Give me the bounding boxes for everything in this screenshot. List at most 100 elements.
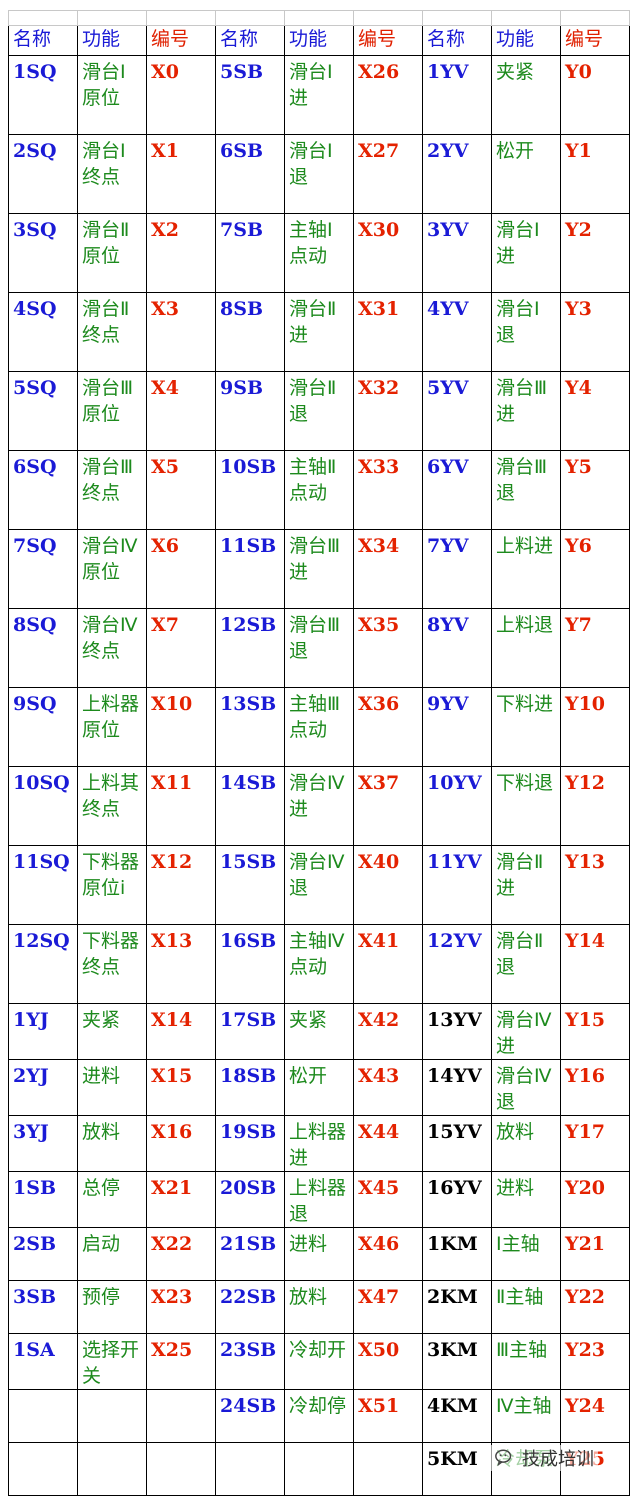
function-cell: 放料 <box>77 1115 147 1172</box>
device-name-cell <box>8 1442 78 1496</box>
function-cell: 启动 <box>77 1227 147 1281</box>
device-name-cell: 9SB <box>215 371 285 451</box>
address-cell: X13 <box>146 924 216 1004</box>
function-cell: 夹紧 <box>491 55 561 135</box>
table-row: 6SQ 滑台Ⅲ终点 X5 10SB 主轴Ⅱ点动 X33 6YV 滑台Ⅲ退 Y5 <box>8 450 630 530</box>
function-header: 功能 <box>77 25 147 56</box>
address-cell: X43 <box>353 1059 423 1116</box>
table-row: 1SA 选择开关 X25 23SB 冷却开 X50 3KM Ⅲ主轴 Y23 <box>8 1333 630 1390</box>
address-cell: X37 <box>353 766 423 846</box>
address-cell: X50 <box>353 1333 423 1390</box>
address-cell: X16 <box>146 1115 216 1172</box>
address-cell: X25 <box>146 1333 216 1390</box>
device-name-cell: 1YJ <box>8 1003 78 1060</box>
device-name-cell: 6SB <box>215 134 285 214</box>
device-name-cell: 3YJ <box>8 1115 78 1172</box>
device-name-cell: 1YV <box>422 55 492 135</box>
device-name-cell: 11SQ <box>8 845 78 925</box>
address-cell: X23 <box>146 1280 216 1334</box>
strip-cell <box>146 10 216 26</box>
device-name-cell: 3SB <box>8 1280 78 1334</box>
function-header: 功能 <box>284 25 354 56</box>
function-cell: 滑台Ⅱ退 <box>284 371 354 451</box>
table-row: 2SQ 滑台Ⅰ终点 X1 6SB 滑台Ⅰ退 X27 2YV 松开 Y1 <box>8 134 630 214</box>
table-row: 24SB 冷却停 X51 4KM Ⅳ主轴 Y24 <box>8 1389 630 1443</box>
function-cell: Ⅳ主轴 <box>491 1389 561 1443</box>
device-name-cell: 22SB <box>215 1280 285 1334</box>
device-name-cell: 16YV <box>422 1171 492 1228</box>
device-name-cell: 6SQ <box>8 450 78 530</box>
strip-cell <box>284 10 354 26</box>
function-cell: 上料其终点 <box>77 766 147 846</box>
address-cell: X11 <box>146 766 216 846</box>
address-cell: X32 <box>353 371 423 451</box>
device-name-cell: 5SQ <box>8 371 78 451</box>
table-row: 4SQ 滑台Ⅱ终点 X3 8SB 滑台Ⅱ进 X31 4YV 滑台Ⅰ退 Y3 <box>8 292 630 372</box>
device-name-cell: 19SB <box>215 1115 285 1172</box>
table-row: 10SQ 上料其终点 X11 14SB 滑台Ⅳ进 X37 10YV 下料退 Y12 <box>8 766 630 846</box>
function-cell: 滑台Ⅰ终点 <box>77 134 147 214</box>
address-cell: Y15 <box>560 1003 630 1060</box>
function-cell: 冷却停 <box>284 1389 354 1443</box>
function-cell: 上料器进 <box>284 1115 354 1172</box>
function-cell: Ⅱ主轴 <box>491 1280 561 1334</box>
device-name-cell: 4YV <box>422 292 492 372</box>
address-cell: Y5 <box>560 450 630 530</box>
device-name-cell: 2YJ <box>8 1059 78 1116</box>
device-name-cell: 10SB <box>215 450 285 530</box>
function-cell <box>77 1442 147 1496</box>
device-name-cell: 4KM <box>422 1389 492 1443</box>
address-cell: X15 <box>146 1059 216 1116</box>
device-name-cell: 1SQ <box>8 55 78 135</box>
address-cell: X30 <box>353 213 423 293</box>
function-cell: 滑台Ⅲ进 <box>491 371 561 451</box>
address-cell: Y7 <box>560 608 630 688</box>
function-cell: 滑台Ⅲ进 <box>284 529 354 609</box>
watermark: 技成培训 <box>490 1445 598 1471</box>
address-cell: X40 <box>353 845 423 925</box>
address-cell: X33 <box>353 450 423 530</box>
address-cell: X44 <box>353 1115 423 1172</box>
device-name-cell: 8SB <box>215 292 285 372</box>
code-header: 编号 <box>353 25 423 56</box>
table-row: 5SQ 滑台Ⅲ原位 X4 9SB 滑台Ⅱ退 X32 5YV 滑台Ⅲ进 Y4 <box>8 371 630 451</box>
function-header: 功能 <box>491 25 561 56</box>
function-cell: 下料进 <box>491 687 561 767</box>
device-name-cell: 9YV <box>422 687 492 767</box>
function-cell: 夹紧 <box>77 1003 147 1060</box>
function-cell: 滑台Ⅰ退 <box>284 134 354 214</box>
address-cell <box>146 1442 216 1496</box>
name-header: 名称 <box>422 25 492 56</box>
function-cell: 主轴Ⅳ点动 <box>284 924 354 1004</box>
function-cell: 进料 <box>77 1059 147 1116</box>
function-cell: 滑台Ⅳ退 <box>491 1059 561 1116</box>
device-name-cell: 14SB <box>215 766 285 846</box>
device-name-cell: 2YV <box>422 134 492 214</box>
device-name-cell: 15YV <box>422 1115 492 1172</box>
strip-cell <box>422 10 492 26</box>
function-cell: 滑台Ⅱ退 <box>491 924 561 1004</box>
device-name-cell: 11YV <box>422 845 492 925</box>
function-cell: 滑台Ⅳ终点 <box>77 608 147 688</box>
function-cell: 上料进 <box>491 529 561 609</box>
code-header: 编号 <box>560 25 630 56</box>
device-name-cell: 8YV <box>422 608 492 688</box>
address-cell: Y24 <box>560 1389 630 1443</box>
table-row: 3SB 预停 X23 22SB 放料 X47 2KM Ⅱ主轴 Y22 <box>8 1280 630 1334</box>
table-row: 2SB 启动 X22 21SB 进料 X46 1KM Ⅰ主轴 Y21 <box>8 1227 630 1281</box>
function-cell: 滑台Ⅲ退 <box>491 450 561 530</box>
device-name-cell: 1SA <box>8 1333 78 1390</box>
header-row: 名称 功能 编号 名称 功能 编号 名称 功能 编号 <box>8 25 630 56</box>
function-cell: Ⅲ主轴 <box>491 1333 561 1390</box>
address-cell: Y22 <box>560 1280 630 1334</box>
address-cell: X47 <box>353 1280 423 1334</box>
function-cell: 上料器退 <box>284 1171 354 1228</box>
function-cell: 上料器原位 <box>77 687 147 767</box>
function-cell: 主轴Ⅱ点动 <box>284 450 354 530</box>
device-name-cell: 10YV <box>422 766 492 846</box>
address-cell: X2 <box>146 213 216 293</box>
address-cell: X3 <box>146 292 216 372</box>
address-cell: X21 <box>146 1171 216 1228</box>
address-cell: X4 <box>146 371 216 451</box>
device-name-cell: 15SB <box>215 845 285 925</box>
